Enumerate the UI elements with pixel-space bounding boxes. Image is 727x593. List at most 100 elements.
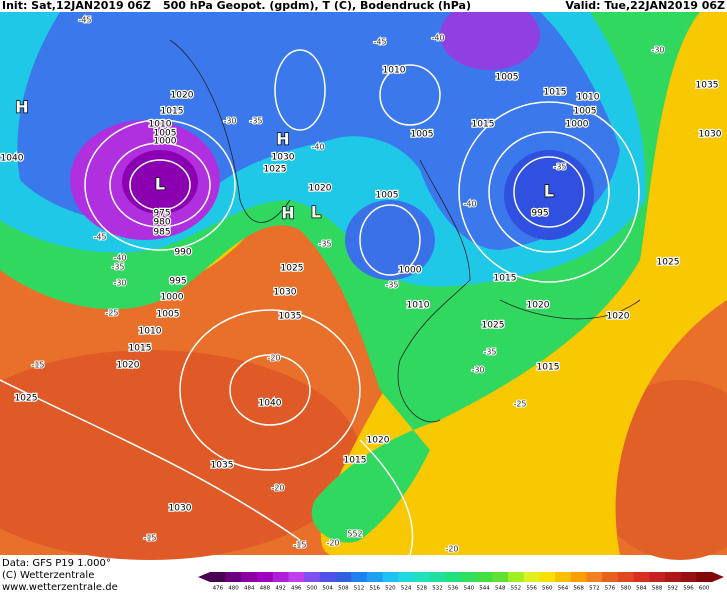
isobar-label: 1010 [149, 120, 172, 130]
isobar-label: 985 [153, 228, 170, 238]
field-blue [504, 150, 594, 240]
isobar-label: 1025 [264, 165, 287, 175]
pressure-center: H [281, 204, 294, 223]
isobar-label: 990 [174, 248, 191, 258]
isobar-label: 1015 [494, 274, 517, 284]
colorbar-label: 508 [338, 586, 349, 592]
temperature-label: -30 [113, 279, 126, 288]
isobar-label: 1005 [496, 73, 519, 83]
colorbar-swatch [461, 572, 478, 582]
colorbar-label: 512 [354, 586, 365, 592]
colorbar-label: 532 [432, 586, 443, 592]
colorbar-swatch [304, 572, 321, 582]
colorbar-swatch [570, 572, 587, 582]
isobar-label: 1020 [607, 312, 630, 322]
temperature-label: -40 [431, 34, 444, 43]
isobar-label: 995 [169, 277, 186, 287]
temperature-label: -35 [483, 348, 496, 357]
temperature-label: -25 [105, 309, 118, 318]
isobar-label: 1030 [272, 153, 295, 163]
colorbar-label: 600 [699, 586, 710, 592]
temperature-label: -25 [513, 400, 526, 409]
colorbar-label: 564 [558, 586, 569, 592]
temperature-label: -15 [143, 534, 156, 543]
temperature-label: -30 [223, 117, 236, 126]
colorbar-label: 540 [464, 586, 475, 592]
colorbar-swatch [602, 572, 619, 582]
colorbar-swatch [649, 572, 666, 582]
isobar-label: 1010 [383, 66, 406, 76]
colorbar-arrow [712, 572, 724, 582]
colorbar-label: 576 [605, 586, 616, 592]
colorbar-label: 524 [401, 586, 412, 592]
geopotential-label: 552 [347, 530, 362, 539]
colorbar-label: 592 [668, 586, 679, 592]
colorbar-label: 504 [322, 586, 333, 592]
header-band [0, 0, 727, 12]
temperature-label: -35 [249, 117, 262, 126]
isobar-label: 975 [153, 209, 170, 219]
temperature-label: -40 [311, 143, 324, 152]
colorbar-label: 536 [448, 586, 459, 592]
colorbar-label: 568 [573, 586, 584, 592]
isobar-label: 1025 [281, 264, 304, 274]
colorbar-swatch [429, 572, 446, 582]
temperature-label: -35 [111, 263, 124, 272]
colorbar-label: 544 [479, 586, 490, 592]
colorbar-label: 588 [652, 586, 663, 592]
field-purple [440, 0, 540, 70]
colorbar-swatch [555, 572, 572, 582]
temperature-label: -45 [93, 233, 106, 242]
temperature-label: -30 [651, 46, 664, 55]
isobar-label: 1020 [117, 361, 140, 371]
map-title: 500 hPa Geopot. (gpdm), T (C), Bodendruc… [163, 0, 471, 12]
isobar-label: 1015 [161, 107, 184, 117]
colorbar-label: 572 [589, 586, 600, 592]
colorbar: 476 480 484 488 492 496 500 504 508 512 516 520 524 5… [198, 572, 724, 592]
temperature-label: -20 [267, 354, 280, 363]
colorbar-label: 528 [417, 586, 428, 592]
colorbar-label: 584 [636, 586, 647, 592]
isobar-label: 1010 [139, 327, 162, 337]
isobar-label: 1035 [211, 461, 234, 471]
colorbar-swatch [225, 572, 242, 582]
colorbar-swatch [382, 572, 399, 582]
isobar-label: 1035 [696, 81, 719, 91]
temperature-label: -35 [318, 240, 331, 249]
isobar-label: 1020 [527, 301, 550, 311]
isobar-label: 1020 [367, 436, 390, 446]
pressure-center: H [15, 98, 28, 117]
pressure-center: H [276, 130, 289, 149]
colorbar-swatch [586, 572, 603, 582]
temperature-label: -15 [31, 361, 44, 370]
colorbar-label: 476 [213, 586, 224, 592]
colorbar-swatch [257, 572, 274, 582]
isobar-label: 1010 [407, 301, 430, 311]
temperature-label: -20 [445, 545, 458, 554]
coastlines [169, 39, 641, 423]
temperature-label: -35 [385, 281, 398, 290]
field-dark-orange [0, 350, 360, 560]
temperature-label: -35 [553, 163, 566, 172]
isobar-label: 1040 [1, 154, 24, 164]
isobar-label: 1005 [574, 107, 597, 117]
isobar-label: 1025 [15, 394, 38, 404]
isobar-label: 980 [153, 218, 170, 228]
colorbar-swatch [476, 572, 493, 582]
colorbar-label: 492 [275, 586, 286, 592]
colorbar-swatch [413, 572, 431, 582]
temperature-label: -40 [463, 200, 476, 209]
temperature-label: -20 [271, 484, 284, 493]
colorbar-swatch [680, 572, 697, 582]
colorbar-swatch [319, 572, 336, 582]
colorbar-label: 520 [385, 586, 396, 592]
colorbar-swatch [617, 572, 635, 582]
colorbar-swatch [445, 572, 462, 582]
temperature-label: -30 [471, 366, 484, 375]
isobar-label: 1015 [129, 344, 152, 354]
isobar-label: 1015 [344, 456, 367, 466]
colorbar-swatch [696, 572, 713, 582]
pressure-center: L [544, 182, 554, 201]
isobar-label: 1030 [274, 288, 297, 298]
